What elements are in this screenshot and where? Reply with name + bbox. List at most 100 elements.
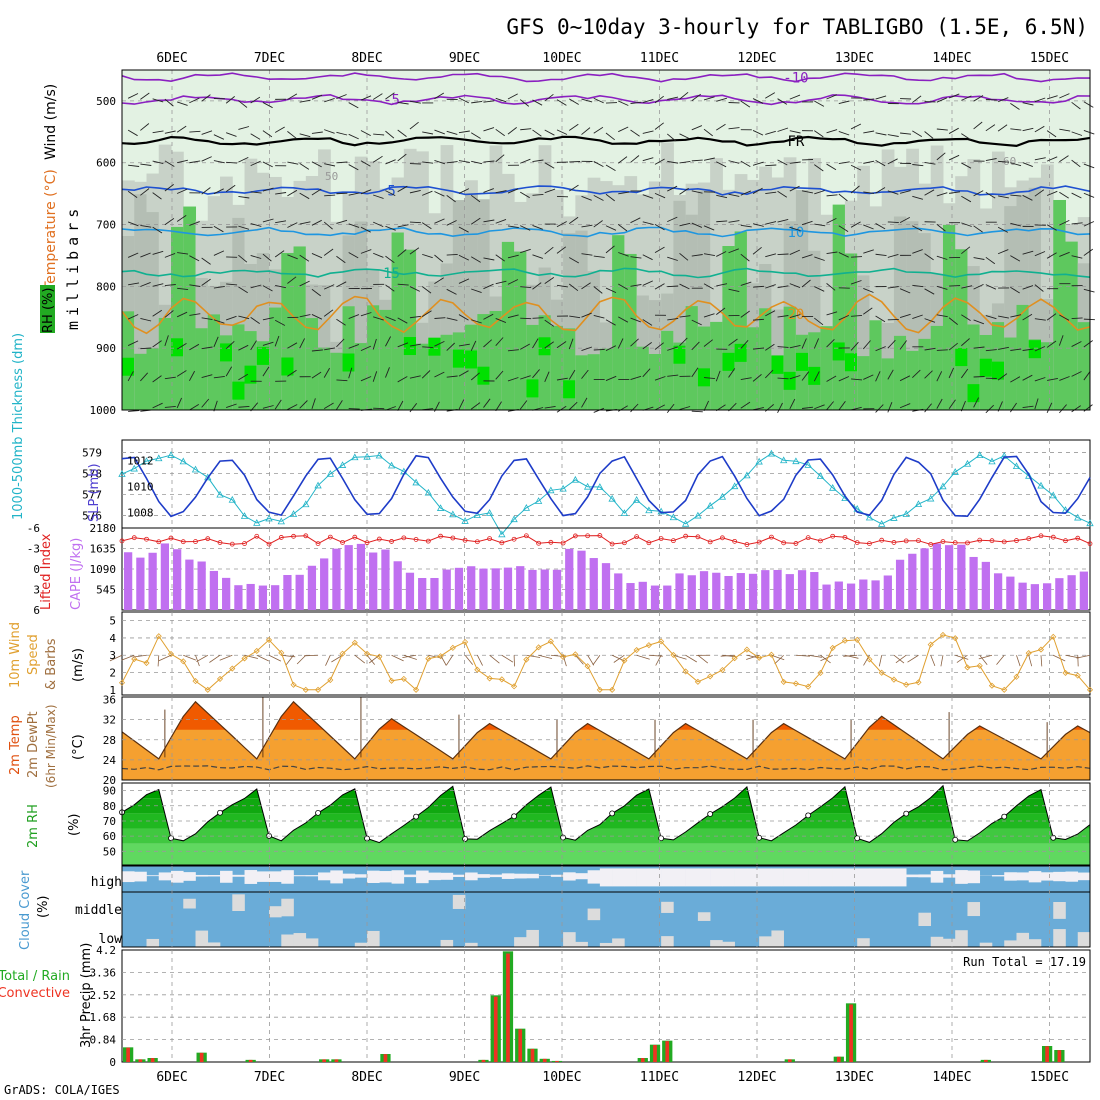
wind-barb: [789, 283, 801, 289]
precip-convective-bar: [787, 1059, 792, 1062]
wind-barb: [397, 185, 408, 193]
lifted-index-marker: [254, 533, 260, 539]
low-cloud-gap: [771, 930, 784, 947]
wind-barb-10m: [955, 654, 969, 660]
wind-barb: [189, 160, 201, 164]
thickness-marker: [1074, 513, 1082, 521]
high-cloud-gap: [661, 868, 674, 887]
temp2m-label-line3: (6hr Min/Max): [44, 705, 58, 789]
wind-barb: [140, 92, 150, 100]
wind-barb: [189, 221, 200, 226]
wind-barb: [887, 369, 894, 380]
wind-barb: [483, 398, 491, 408]
wind-barb: [617, 223, 628, 232]
wind-barb: [667, 285, 679, 288]
wind-barb: [961, 338, 970, 347]
thickness-marker: [878, 520, 886, 527]
wind-barb: [348, 192, 360, 196]
thickness-marker: [179, 457, 187, 465]
wind-barb-10m: [1016, 655, 1021, 667]
thickness-marker: [694, 511, 702, 519]
wind-barb: [777, 315, 789, 318]
wind-speed-marker: [719, 666, 726, 674]
wind-barb: [813, 338, 820, 349]
wind-barb: [667, 185, 678, 192]
wind-barb: [311, 94, 323, 100]
thickness-marker: [522, 504, 531, 511]
cloud-low-label: low: [99, 932, 123, 947]
wind-barb: [336, 131, 348, 136]
wind-barb: [299, 314, 311, 318]
date-tick: 14DEC: [932, 51, 971, 66]
wind-barb: [348, 223, 360, 228]
wind-barb: [1022, 285, 1034, 290]
low-cloud-gap: [146, 938, 160, 947]
thickness-marker: [681, 519, 690, 527]
wind-barb: [544, 129, 555, 136]
rh-green-cell: [367, 305, 380, 410]
wind-barb-10m: [109, 654, 123, 662]
high-cloud-gap: [1053, 871, 1066, 882]
wind-barb: [409, 121, 419, 130]
wind-barb: [1010, 255, 1021, 262]
wind-speed-marker: [731, 655, 738, 662]
precip-convective-bar: [506, 953, 510, 1062]
high-cloud-gap: [685, 868, 699, 887]
wind-barb: [152, 283, 164, 287]
temp2m-panel: 20 24 28 32 36: [103, 694, 1091, 787]
wind-barb: [446, 288, 457, 295]
wind-barb: [274, 250, 285, 258]
cape-bar: [271, 585, 280, 610]
tick-label: 50: [103, 845, 116, 858]
wind-barb: [703, 339, 713, 347]
wind-speed-marker: [229, 665, 236, 672]
wind-barb-10m: [940, 655, 944, 667]
wind-barb: [568, 401, 578, 411]
wind-barb: [568, 369, 576, 380]
wind-barb: [1046, 402, 1053, 413]
wind-barb: [851, 256, 863, 258]
wind-barb: [679, 283, 690, 290]
thickness-marker: [718, 492, 727, 500]
tick-label: 32: [103, 714, 116, 727]
wind-barb: [176, 370, 187, 377]
wind-barb-10m: [209, 654, 221, 663]
high-cloud-gap: [379, 871, 392, 883]
rh-green-cell: [403, 249, 417, 410]
rh-green-cell: [1040, 342, 1054, 410]
cape-bar: [785, 574, 794, 610]
lifted-index-marker: [769, 534, 774, 540]
wind-speed-marker: [952, 635, 959, 642]
wind-barb: [299, 254, 310, 262]
wind-barb: [924, 403, 932, 413]
cape-bar: [332, 548, 341, 610]
wind-barb: [176, 125, 187, 133]
wind-barb: [997, 249, 1009, 255]
wind-barb: [568, 283, 579, 292]
rh-contour-label: 50: [325, 170, 338, 183]
rh2m-marker: [903, 810, 910, 817]
wind-barb: [287, 131, 297, 139]
wind-barb: [814, 164, 824, 172]
low-cloud-gap: [305, 938, 319, 947]
wind-barb: [679, 337, 688, 346]
wind-barb: [814, 286, 825, 292]
rh-saturated-cell: [465, 350, 478, 369]
wind-barb: [140, 123, 150, 131]
wind-barb: [654, 376, 666, 381]
wind-barb: [336, 400, 343, 410]
rh-green-cell: [158, 317, 172, 410]
wind-barb: [936, 314, 948, 318]
thickness-marker: [228, 495, 236, 503]
precip-labels: Total / Rain Convective 3hr Precip (mm) …: [0, 943, 1086, 1048]
rh-green-cell: [685, 306, 699, 410]
high-cloud-gap: [636, 868, 650, 887]
thickness-marker: [449, 510, 457, 518]
wind-barb: [1010, 348, 1022, 351]
tick-label: -3: [27, 543, 40, 556]
cape-bar: [724, 575, 733, 610]
high-cloud-gap: [783, 868, 797, 887]
wind-barb: [556, 129, 568, 135]
rh2m-marker: [413, 813, 419, 820]
wind-barb: [605, 375, 617, 381]
